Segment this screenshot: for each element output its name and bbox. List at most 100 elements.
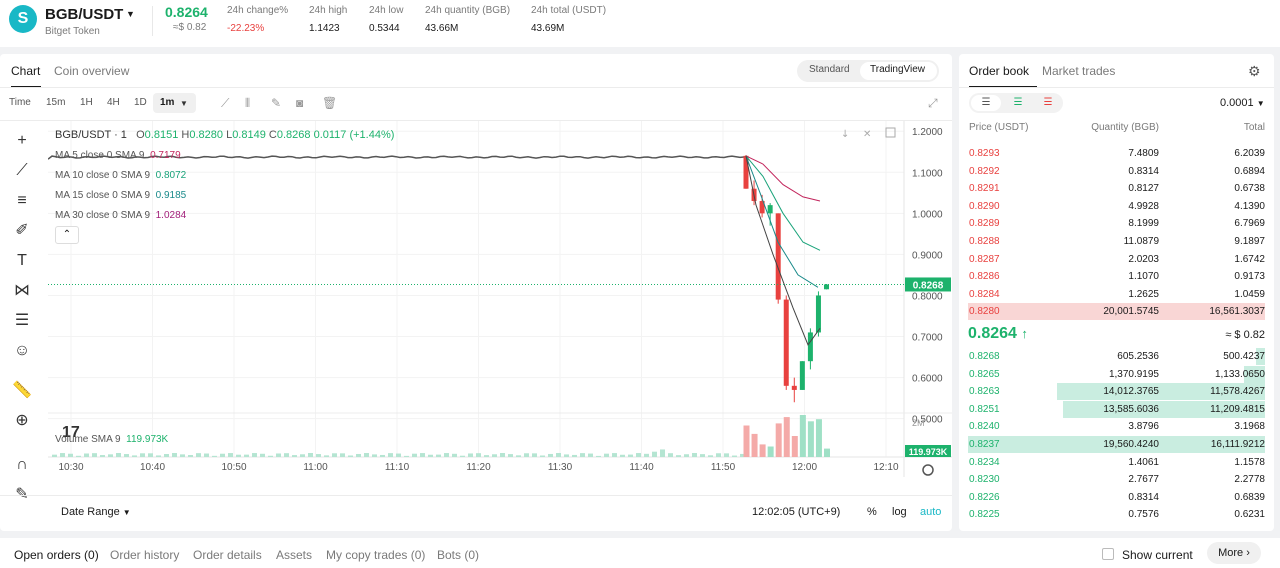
text-icon[interactable]: T (17, 252, 27, 269)
caret-down-icon[interactable]: ▼ (126, 9, 135, 19)
tab-order-details[interactable]: Order details (193, 548, 262, 562)
volume-bar (532, 453, 537, 457)
zoom-in-icon[interactable]: ⊕ (15, 412, 29, 429)
precision-select[interactable]: 0.0001 ▼ (1220, 97, 1265, 109)
bid-row[interactable]: 0.8230 2.7677 2.2778 (959, 471, 1274, 488)
scroll-down-icon[interactable]: ↓ (841, 129, 849, 140)
timeframe-active-bg (153, 93, 196, 113)
timeframe-4h[interactable]: 4H (107, 97, 120, 108)
tab-market-trades[interactable]: Market trades (1042, 64, 1116, 78)
fullscreen-icon[interactable]: ⤢ (928, 96, 938, 110)
pair-selector[interactable]: BGB/USDT (45, 6, 124, 23)
collapse-icon[interactable]: ✕ (863, 129, 871, 140)
volume-bar (220, 453, 225, 457)
horizontal-lines-icon[interactable]: ≡ (17, 192, 27, 209)
collapse-legend-button[interactable]: ⌃ (55, 226, 79, 244)
log-scale-toggle[interactable]: log (892, 506, 907, 518)
tab-copy-trades[interactable]: My copy trades (0) (326, 548, 426, 562)
volume-bar (124, 454, 129, 457)
volume-value: 119.973K (126, 434, 169, 445)
bid-row[interactable]: 0.8234 1.4061 1.1578 (959, 454, 1274, 471)
view-tradingview[interactable]: TradingView (870, 64, 926, 75)
ask-row[interactable]: 0.8288 11.0879 9.1897 (959, 233, 1274, 250)
bid-row[interactable]: 0.8251 13,585.6036 11,209.4815 (959, 400, 1274, 418)
more-label: More (1218, 547, 1244, 559)
tab-open-orders[interactable]: Open orders (0) (14, 548, 99, 562)
tab-bots[interactable]: Bots (0) (437, 548, 480, 562)
volume-bar (540, 455, 545, 457)
trash-icon[interactable]: 🗑 (322, 96, 338, 110)
crosshair-icon[interactable]: + (17, 132, 27, 149)
time-tick-label: 11:10 (385, 462, 410, 473)
ask-row[interactable]: 0.8286 1.1070 0.9173 (959, 268, 1274, 285)
ruler-icon[interactable]: 📏 (12, 382, 32, 399)
ask-row[interactable]: 0.8289 8.1999 6.7969 (959, 215, 1274, 232)
maximize-pane-icon[interactable] (885, 127, 896, 138)
price-chart[interactable]: 10:30 10:40 10:50 11:00 11:10 11:20 11:30 11:40… (48, 121, 952, 495)
ask-row[interactable]: 0.8291 0.8127 0.6738 (959, 180, 1274, 197)
ask-row[interactable]: 0.8292 0.8314 0.6894 (959, 163, 1274, 180)
draw-pencil-icon[interactable]: ✎ (271, 96, 282, 110)
ask-row[interactable]: 0.8284 1.2625 1.0459 (959, 286, 1274, 303)
volume-bar (276, 453, 281, 457)
volume-bar (116, 453, 121, 457)
volume-bar (228, 453, 233, 457)
timeframe-1d[interactable]: 1D (134, 97, 147, 108)
bid-row[interactable]: 0.8240 3.8796 3.1968 (959, 418, 1274, 435)
candle-type-icon[interactable]: ⫴ (245, 96, 251, 110)
fib-icon[interactable]: ☰ (14, 312, 30, 329)
bid-row[interactable]: 0.8226 0.8314 0.6839 (959, 489, 1274, 506)
candle-body (783, 299, 789, 386)
bid-row[interactable]: 0.8263 14,012.3765 11,578.4267 (959, 383, 1274, 401)
ask-row[interactable]: 0.8280 20,001.5745 16,561.3037 (959, 303, 1274, 321)
trendline-icon[interactable]: ⟋ (16, 162, 28, 179)
ask-row[interactable]: 0.8293 7.4809 6.2039 (959, 145, 1274, 162)
volume-bar (524, 453, 529, 457)
indicator-icon[interactable]: ⟋ (221, 96, 230, 110)
bid-row[interactable]: 0.8237 19,560.4240 16,111.9212 (959, 436, 1274, 453)
close-value: 0.8268 (276, 129, 311, 141)
volume-bar (292, 455, 297, 457)
ask-row[interactable]: 0.8287 2.0203 1.6742 (959, 251, 1274, 268)
ma15-legend: MA 15 close 0 SMA 9 0.9185 (55, 190, 186, 201)
percent-scale-toggle[interactable]: % (867, 506, 877, 518)
layout-bids-icon[interactable]: ☰ (1013, 97, 1023, 108)
timeframe-1h[interactable]: 1H (80, 97, 93, 108)
layout-asks-icon[interactable]: ☰ (1043, 97, 1053, 108)
camera-icon[interactable]: ◙ (296, 96, 304, 110)
more-button[interactable]: More › (1207, 542, 1261, 564)
row-total: 9.1897 (1234, 236, 1265, 247)
timeframe-time[interactable]: Time (9, 97, 31, 108)
settings-sliders-icon[interactable]: ⚙ (1248, 63, 1261, 79)
l-label: L (226, 129, 233, 141)
timeframe-1m[interactable]: 1m (160, 97, 175, 108)
magnet-icon[interactable]: ∩ (16, 456, 28, 473)
chart-settings-icon[interactable] (922, 464, 934, 476)
auto-scale-toggle[interactable]: auto (920, 506, 942, 518)
volume-bar (420, 453, 425, 457)
bid-row[interactable]: 0.8225 0.7576 0.6231 (959, 506, 1274, 523)
bid-row[interactable]: 0.8265 1,370.9195 1,133.0650 (959, 365, 1274, 383)
volume-bar (799, 415, 806, 457)
show-current-checkbox[interactable] (1102, 548, 1114, 560)
emoji-icon[interactable]: ☺ (13, 342, 31, 359)
tab-chart[interactable]: Chart (11, 64, 41, 78)
tab-order-book[interactable]: Order book (969, 64, 1030, 78)
tab-order-history[interactable]: Order history (110, 548, 180, 562)
mid-usd: ≈ $ 0.82 (1225, 329, 1265, 341)
tab-coin-overview[interactable]: Coin overview (54, 64, 130, 78)
view-standard[interactable]: Standard (809, 64, 850, 75)
stat-label-low: 24h low (369, 5, 404, 16)
tab-assets[interactable]: Assets (276, 548, 313, 562)
usd-price: ≈$ 0.82 (173, 22, 207, 33)
date-range-button[interactable]: Date Range ▼ (61, 506, 131, 518)
ask-row[interactable]: 0.8290 4.9928 4.1390 (959, 198, 1274, 215)
caret-down-icon[interactable]: ▼ (180, 99, 188, 108)
lock-drawing-icon[interactable]: ✎ (15, 486, 29, 503)
volume-bar (628, 454, 633, 457)
bid-row[interactable]: 0.8268 605.2536 500.4237 (959, 348, 1274, 365)
brush-icon[interactable]: ✐ (15, 222, 29, 239)
timeframe-15m[interactable]: 15m (46, 97, 66, 108)
pattern-icon[interactable]: ⋈ (14, 282, 30, 299)
layout-both-icon[interactable]: ☰ (971, 95, 1001, 111)
